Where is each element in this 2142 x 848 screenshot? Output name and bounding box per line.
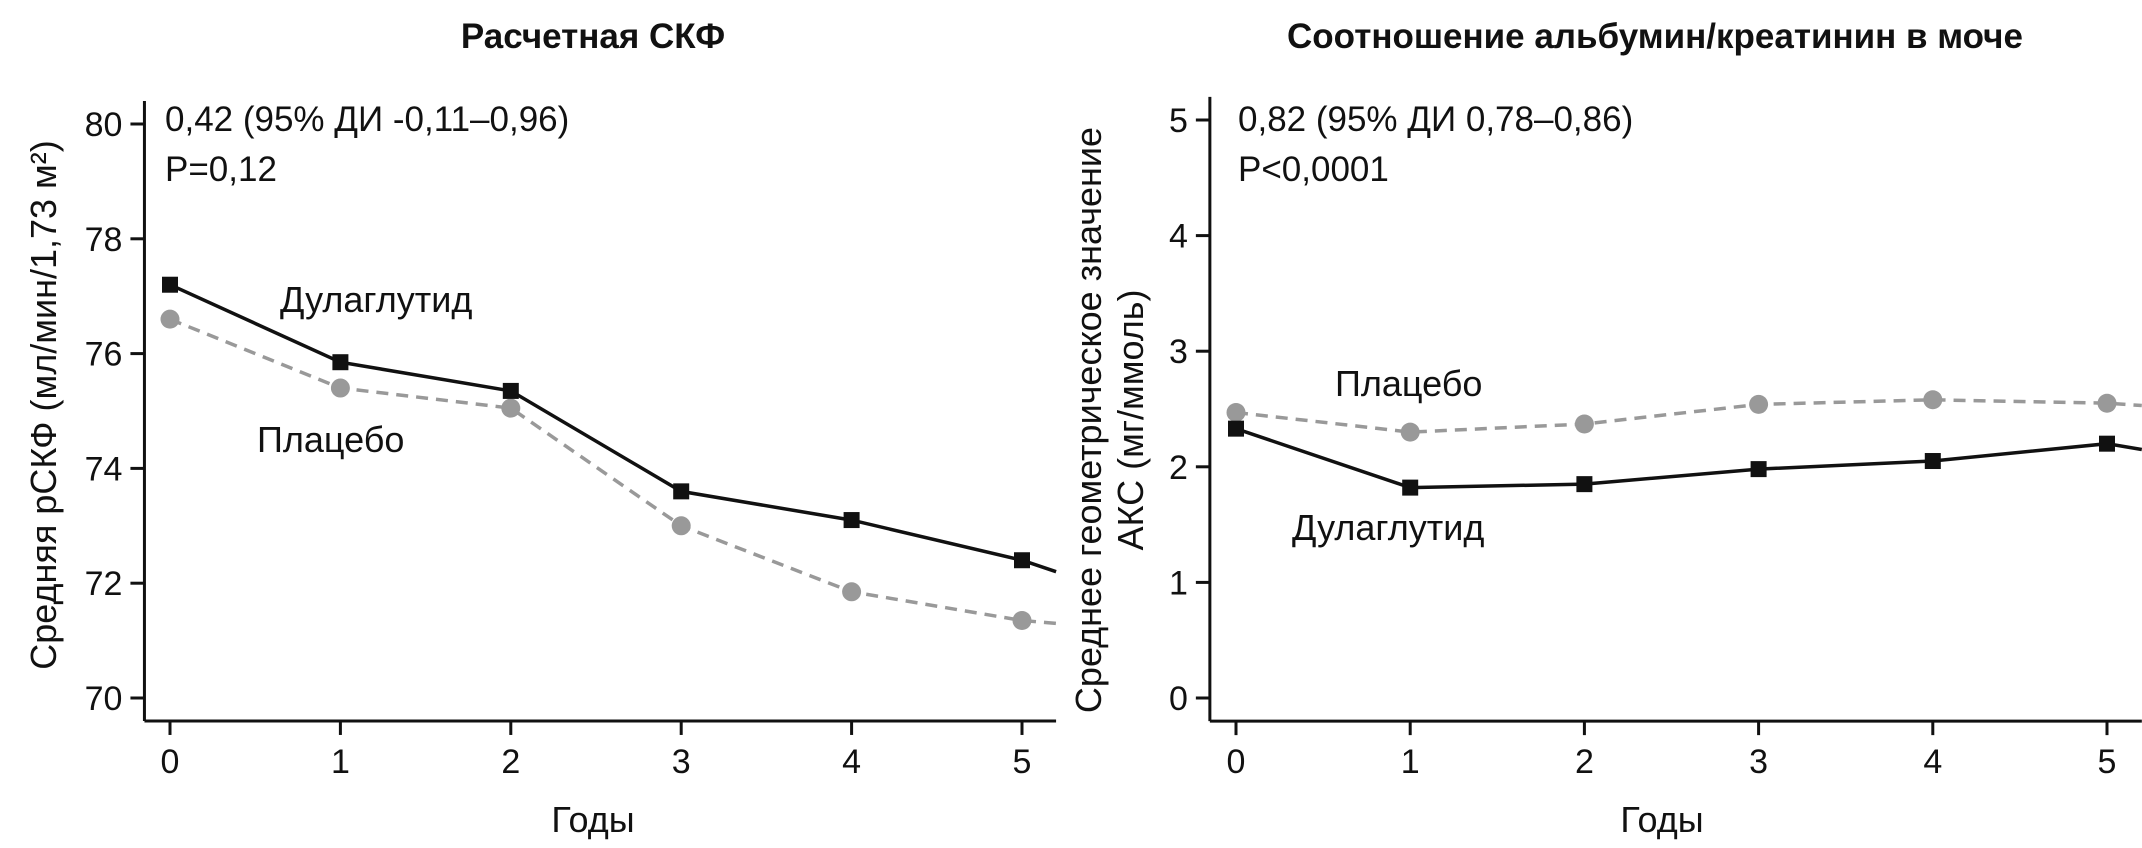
data-point-circle	[671, 516, 691, 536]
x-tick-label: 4	[1923, 743, 1942, 781]
x-tick-label: 1	[1401, 743, 1420, 781]
series-label: Дулаглутид	[1292, 507, 1484, 548]
stat-annotation: P<0,0001	[1238, 150, 1389, 189]
x-tick-label: 1	[331, 743, 350, 781]
y-tick-label: 5	[1169, 102, 1188, 140]
data-point-square	[1014, 552, 1030, 569]
x-axis-title: Годы	[1620, 799, 1703, 840]
y-tick-label: 3	[1169, 333, 1188, 371]
y-tick-label: 76	[85, 336, 123, 374]
y-tick-label: 78	[85, 221, 123, 259]
x-tick-label: 5	[2098, 743, 2117, 781]
x-axis-title: Годы	[551, 799, 634, 840]
chart-title: Расчетная СКФ	[461, 17, 725, 56]
y-tick-label: 70	[85, 680, 123, 718]
data-point-square	[162, 276, 178, 293]
y-tick-label: 0	[1169, 680, 1188, 718]
data-point-circle	[842, 582, 862, 602]
data-point-square	[1402, 479, 1419, 496]
y-tick-label: 72	[85, 565, 123, 603]
chart-title: Соотношение альбумин/креатинин в моче	[1287, 17, 2023, 56]
data-point-circle	[1574, 414, 1594, 434]
y-tick-label: 1	[1169, 564, 1188, 602]
series-label: Дулаглутид	[280, 279, 472, 320]
chart-panel-1: Расчетная СКФ 70 72 74 76 78 80 0 1 2 3 4 5 Годы Средн…	[23, 17, 1057, 840]
x-tick-label: 3	[1749, 743, 1768, 781]
data-point-square	[1924, 453, 1941, 470]
x-tick-label: 0	[1227, 743, 1246, 781]
data-point-square	[2099, 435, 2115, 452]
chart-panel-2: Соотношение альбумин/креатинин в моче 0 1 2…	[1068, 17, 2142, 840]
y-tick-label: 4	[1169, 218, 1188, 256]
y-axis-title: Среднее геометрическое значение	[1068, 127, 1109, 713]
series-line-dulaglutide	[1235, 427, 2142, 490]
x-tick-label: 5	[1013, 743, 1032, 781]
x-tick-label: 2	[501, 743, 520, 781]
y-tick-label: 74	[85, 450, 123, 488]
stat-annotation: P=0,12	[165, 150, 277, 189]
stat-annotation: 0,42 (95% ДИ -0,11–0,96)	[165, 100, 569, 139]
series-line-placebo	[1235, 398, 2142, 434]
data-point-square	[1750, 461, 1767, 478]
y-tick-label: 2	[1169, 449, 1188, 487]
x-tick-label: 2	[1575, 743, 1594, 781]
series-label: Плацебо	[1335, 363, 1482, 404]
data-point-square	[332, 354, 349, 371]
data-point-circle	[1923, 390, 1943, 410]
stat-annotation: 0,82 (95% ДИ 0,78–0,86)	[1238, 100, 1633, 139]
data-point-circle	[2097, 393, 2117, 413]
data-point-square	[502, 382, 519, 399]
data-point-circle	[1749, 394, 1769, 414]
data-point-circle	[330, 378, 350, 398]
series-label: Плацебо	[257, 419, 404, 460]
data-point-square	[843, 512, 860, 529]
data-point-circle	[1226, 402, 1246, 422]
x-tick-label: 3	[672, 743, 691, 781]
x-tick-label: 4	[842, 743, 861, 781]
data-point-square	[1576, 476, 1593, 493]
y-axis-title: Средняя рСКФ (мл/мин/1,73 м²)	[23, 140, 64, 670]
data-point-circle	[1400, 422, 1420, 442]
y-tick-label: 80	[85, 106, 123, 144]
data-point-square	[673, 483, 690, 500]
series-line-placebo	[169, 317, 1057, 626]
data-point-circle	[501, 398, 521, 418]
data-point-circle	[1012, 611, 1032, 631]
data-point-square	[1228, 420, 1244, 437]
x-tick-label: 0	[161, 743, 180, 781]
y-axis-title: АКС (мг/ммоль)	[1110, 290, 1151, 551]
data-point-circle	[160, 309, 180, 329]
